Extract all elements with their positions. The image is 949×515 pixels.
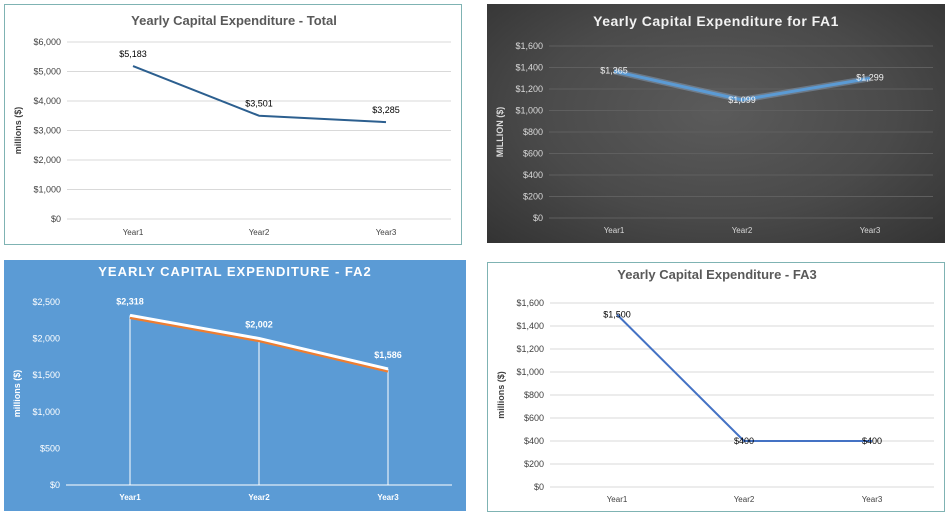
- x-tick-label: Year2: [249, 228, 270, 237]
- y-axis-label: millions ($): [496, 371, 506, 419]
- y-tick-label: $6,000: [33, 37, 61, 47]
- y-tick-label: $800: [523, 127, 543, 137]
- series-line: [616, 313, 872, 442]
- data-label: $400: [734, 436, 754, 446]
- chart-fa3: Yearly Capital Expenditure - FA3 millions…: [496, 267, 934, 504]
- x-tick-label: Year3: [377, 493, 399, 502]
- x-tick-label: Year1: [119, 493, 141, 502]
- chart-fa2-panel: YEARLY CAPITAL EXPENDITURE - FA2 millions…: [4, 260, 466, 511]
- y-tick-label: $800: [524, 390, 544, 400]
- y-tick-label: $1,000: [33, 185, 61, 195]
- y-tick-label: $200: [523, 192, 543, 202]
- y-tick-label: $600: [524, 413, 544, 423]
- y-tick-label: $0: [533, 213, 543, 223]
- y-axis-label: millions ($): [13, 107, 23, 155]
- y-tick-label: $400: [523, 170, 543, 180]
- chart-total: Yearly Capital Expenditure - Total millio…: [13, 13, 451, 237]
- x-tick-label: Year2: [734, 495, 755, 504]
- chart-title: YEARLY CAPITAL EXPENDITURE - FA2: [98, 264, 372, 279]
- y-tick-label: $0: [50, 480, 60, 490]
- y-tick-label: $5,000: [33, 67, 61, 77]
- y-tick-label: $3,000: [33, 126, 61, 136]
- x-tick-label: Year3: [376, 228, 397, 237]
- data-label: $5,183: [119, 49, 147, 59]
- y-tick-label: $0: [51, 214, 61, 224]
- chart-fa1-panel: Yearly Capital Expenditure for FA1 MILLIO…: [487, 4, 945, 243]
- data-label: $2,318: [116, 296, 144, 306]
- x-tick-label: Year1: [607, 495, 628, 504]
- data-label: $1,365: [600, 65, 628, 75]
- chart-fa1: Yearly Capital Expenditure for FA1 MILLIO…: [495, 13, 933, 235]
- y-tick-label: $1,500: [32, 370, 60, 380]
- y-tick-label: $1,400: [516, 321, 544, 331]
- y-tick-label: $1,200: [515, 84, 543, 94]
- y-axis-label: millions ($): [12, 370, 22, 418]
- x-tick-label: Year3: [860, 226, 881, 235]
- data-label: $3,501: [245, 99, 273, 109]
- y-tick-label: $500: [40, 443, 60, 453]
- y-tick-label: $1,600: [516, 298, 544, 308]
- chart-fa3-panel: Yearly Capital Expenditure - FA3 millions…: [487, 262, 945, 512]
- series-line: [613, 69, 871, 102]
- data-label: $3,285: [372, 105, 400, 115]
- y-tick-label: $2,000: [33, 155, 61, 165]
- y-tick-label: $1,400: [515, 63, 543, 73]
- y-tick-label: $1,000: [32, 407, 60, 417]
- y-axis-label: MILLION ($): [495, 107, 505, 158]
- y-tick-label: $200: [524, 459, 544, 469]
- y-tick-label: $2,500: [32, 297, 60, 307]
- y-tick-label: $1,000: [516, 367, 544, 377]
- series-line: [132, 65, 387, 124]
- data-label: $2,002: [245, 319, 273, 329]
- data-label: $400: [862, 436, 882, 446]
- chart-total-panel: Yearly Capital Expenditure - Total millio…: [4, 4, 462, 245]
- y-tick-label: $1,600: [515, 41, 543, 51]
- y-tick-label: $1,000: [515, 106, 543, 116]
- y-tick-label: $0: [534, 482, 544, 492]
- x-tick-label: Year3: [862, 495, 883, 504]
- chart-fa2: YEARLY CAPITAL EXPENDITURE - FA2 millions…: [12, 264, 452, 502]
- chart-title: Yearly Capital Expenditure for FA1: [593, 13, 839, 29]
- chart-title: Yearly Capital Expenditure - Total: [131, 13, 337, 28]
- x-tick-label: Year2: [248, 493, 270, 502]
- y-tick-label: $2,000: [32, 334, 60, 344]
- y-tick-label: $400: [524, 436, 544, 446]
- y-tick-label: $1,200: [516, 344, 544, 354]
- data-label: $1,500: [603, 310, 631, 320]
- series-line: [129, 313, 389, 371]
- chart-title: Yearly Capital Expenditure - FA3: [617, 267, 816, 282]
- x-tick-label: Year1: [123, 228, 144, 237]
- data-label: $1,586: [374, 350, 402, 360]
- series-line-shadow: [129, 316, 389, 373]
- x-tick-label: Year1: [604, 226, 625, 235]
- y-tick-label: $600: [523, 149, 543, 159]
- x-tick-label: Year2: [732, 226, 753, 235]
- data-label: $1,099: [728, 95, 756, 105]
- y-tick-label: $4,000: [33, 96, 61, 106]
- data-label: $1,299: [856, 72, 884, 82]
